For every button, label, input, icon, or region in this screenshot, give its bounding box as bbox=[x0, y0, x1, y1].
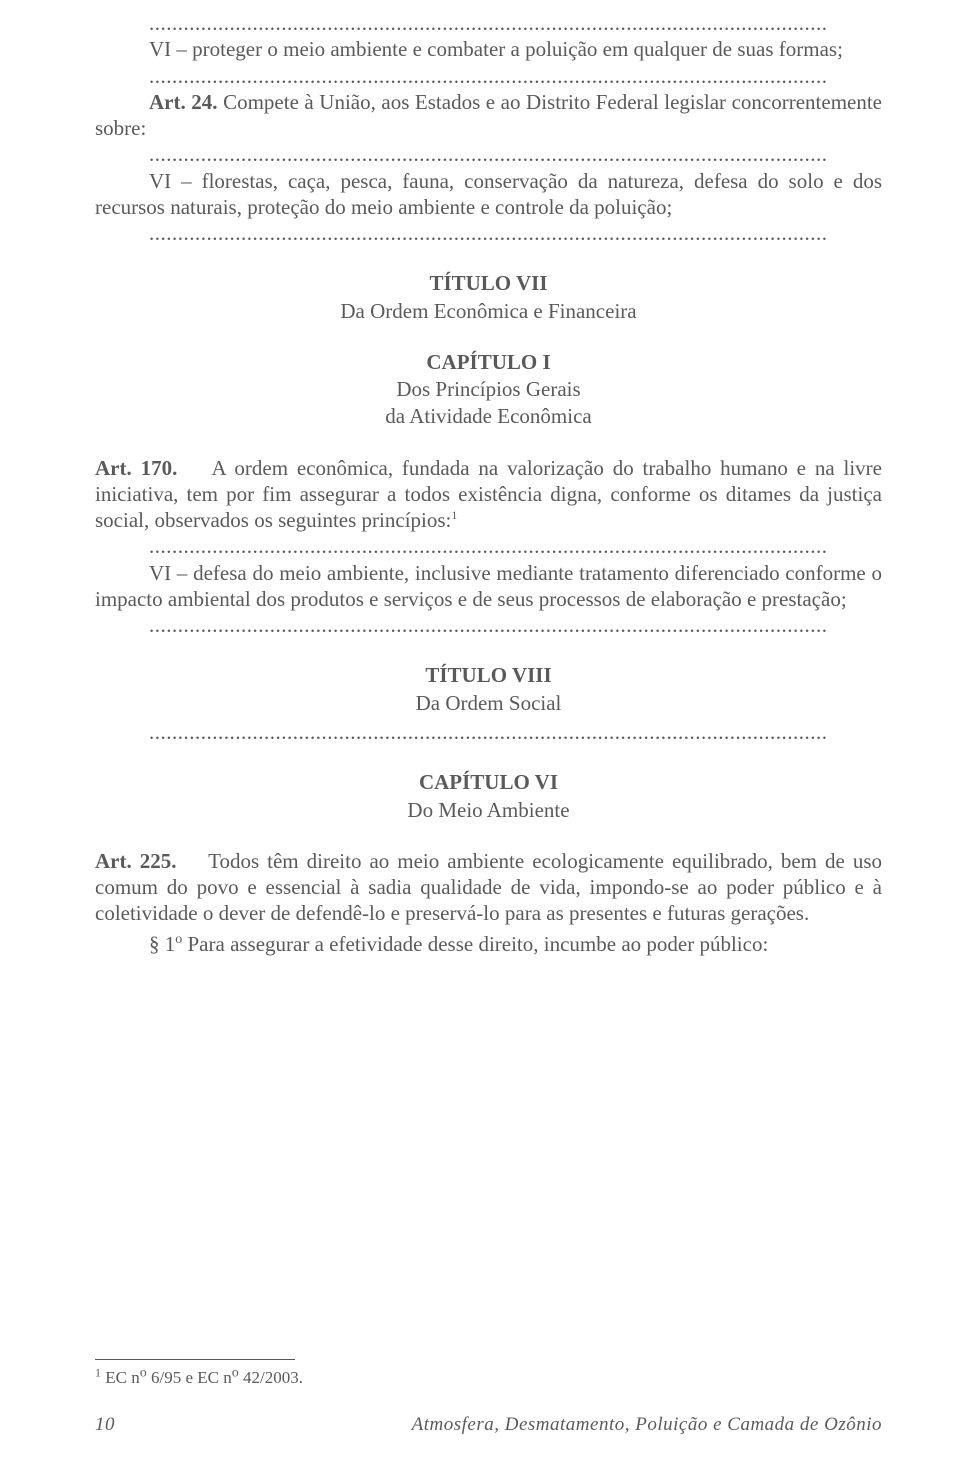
section-text: Para assegurar a efetividade desse direi… bbox=[182, 932, 768, 956]
heading-subtitle: Do Meio Ambiente bbox=[95, 797, 882, 824]
heading-subtitle: Dos Princípios Gerais bbox=[95, 376, 882, 403]
paragraph: VI – florestas, caça, pesca, fauna, cons… bbox=[95, 168, 882, 221]
paragraph-art170: Art. 170. A ordem econômica, fundada na … bbox=[95, 455, 882, 534]
footer-title: Atmosfera, Desmatamento, Poluição e Cama… bbox=[412, 1414, 882, 1436]
heading-title: TÍTULO VII bbox=[95, 270, 882, 297]
heading-title: CAPÍTULO VI bbox=[95, 769, 882, 796]
heading-subtitle: da Atividade Econômica bbox=[95, 403, 882, 430]
article-label: Art. 170. bbox=[95, 456, 177, 480]
dotted-leader: ........................................… bbox=[95, 63, 882, 89]
heading-title: TÍTULO VIII bbox=[95, 662, 882, 689]
heading-titulo-viii: TÍTULO VIII Da Ordem Social bbox=[95, 662, 882, 717]
footnote-text: 42/2003. bbox=[239, 1368, 303, 1387]
footnote-text: EC n bbox=[101, 1368, 140, 1387]
section-prefix: § 1 bbox=[149, 932, 175, 956]
paragraph-art225: Art. 225. Todos têm direito ao meio ambi… bbox=[95, 848, 882, 927]
dotted-leader: ........................................… bbox=[95, 220, 882, 246]
ordinal-indicator: o bbox=[232, 1365, 239, 1380]
paragraph: VI – proteger o meio ambiente e combater… bbox=[95, 36, 882, 62]
paragraph-art24: Art. 24. Compete à União, aos Estados e … bbox=[95, 89, 882, 142]
page-number: 10 bbox=[95, 1414, 115, 1436]
dotted-leader: ........................................… bbox=[95, 719, 882, 745]
dotted-leader: ........................................… bbox=[95, 612, 882, 638]
content-area: ........................................… bbox=[95, 0, 882, 957]
article-label: Art. 24. bbox=[149, 90, 218, 114]
paragraph-section: § 1o Para assegurar a efetividade desse … bbox=[95, 931, 882, 957]
footnote-text: 6/95 e EC n bbox=[147, 1368, 232, 1387]
dotted-leader: ........................................… bbox=[95, 10, 882, 36]
heading-capitulo-vi: CAPÍTULO VI Do Meio Ambiente bbox=[95, 769, 882, 824]
document-page: ........................................… bbox=[0, 0, 960, 1470]
footnote: 1 EC no 6/95 e EC no 42/2003. bbox=[95, 1368, 882, 1388]
page-footer: 10 Atmosfera, Desmatamento, Poluição e C… bbox=[95, 1414, 882, 1436]
heading-subtitle: Da Ordem Social bbox=[95, 690, 882, 717]
heading-title: CAPÍTULO I bbox=[95, 349, 882, 376]
heading-titulo-vii: TÍTULO VII Da Ordem Econômica e Financei… bbox=[95, 270, 882, 325]
paragraph: VI – defesa do meio ambiente, inclusive … bbox=[95, 560, 882, 613]
article-text: A ordem econômica, fundada na valorizaçã… bbox=[95, 456, 882, 533]
footnote-rule bbox=[95, 1359, 295, 1360]
dotted-leader: ........................................… bbox=[95, 533, 882, 559]
article-label: Art. 225. bbox=[95, 849, 176, 873]
heading-capitulo-i: CAPÍTULO I Dos Princípios Gerais da Ativ… bbox=[95, 349, 882, 431]
footnote-area: 1 EC no 6/95 e EC no 42/2003. bbox=[95, 1359, 882, 1388]
dotted-leader: ........................................… bbox=[95, 141, 882, 167]
heading-subtitle: Da Ordem Econômica e Financeira bbox=[95, 298, 882, 325]
ordinal-indicator: o bbox=[140, 1365, 147, 1380]
footnote-ref: 1 bbox=[451, 508, 457, 522]
article-text: Todos têm direito ao meio ambiente ecolo… bbox=[95, 849, 882, 926]
